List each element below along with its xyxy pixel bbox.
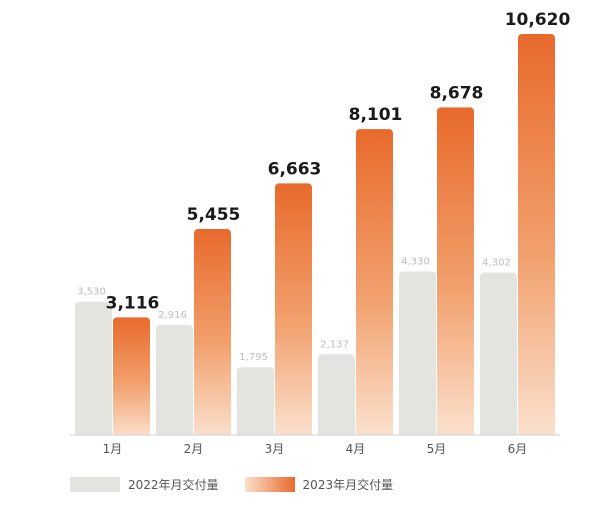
label-2022-5: 4,330 [401,257,430,268]
label-2023-5: 8,678 [430,83,484,103]
bar-2023-5 [437,107,474,439]
legend-label-2022: 2022年月交付量 [128,478,219,492]
x-tick-label-1: 1月 [103,442,123,456]
label-2023-1: 3,116 [106,293,160,313]
bar-2022-5 [399,271,436,439]
bar-2023-6 [518,34,555,439]
legend-item-2023: 2023年月交付量 [244,476,394,493]
bar-2022-1 [75,301,112,439]
bar-2023-3 [275,183,312,439]
bar-2022-3 [237,367,274,439]
bar-2023-2 [194,229,231,439]
legend-swatch-2022 [70,477,120,492]
label-2022-1: 3,530 [77,287,106,298]
legend-label-2023: 2023年月交付量 [302,478,394,492]
legend: 2022年月交付量 2023年月交付量 [70,476,393,493]
label-2023-2: 5,455 [187,205,241,225]
x-tick-label-6: 6月 [508,442,528,456]
bar-2023-1 [113,317,150,439]
bar-2022-6 [480,272,517,439]
bar-2023-4 [356,129,393,439]
label-2023-3: 6,663 [268,159,322,179]
legend-item-2022: 2022年月交付量 [70,476,219,493]
label-2023-6: 10,620 [505,10,571,30]
legend-swatch-2023 [244,477,295,492]
x-tick-label-5: 5月 [427,442,447,456]
x-tick-label-2: 2月 [184,442,204,456]
axis-cover [60,435,570,441]
label-2022-6: 4,302 [482,258,511,269]
bar-2022-4 [318,354,355,439]
x-tick-label-4: 4月 [346,442,366,456]
x-tick-label-3: 3月 [265,442,285,456]
label-2023-4: 8,101 [349,105,403,125]
bar-2022-2 [156,324,193,439]
label-2022-3: 1,795 [239,352,268,363]
label-2022-4: 2,137 [320,339,349,350]
label-2022-2: 2,916 [158,310,187,321]
